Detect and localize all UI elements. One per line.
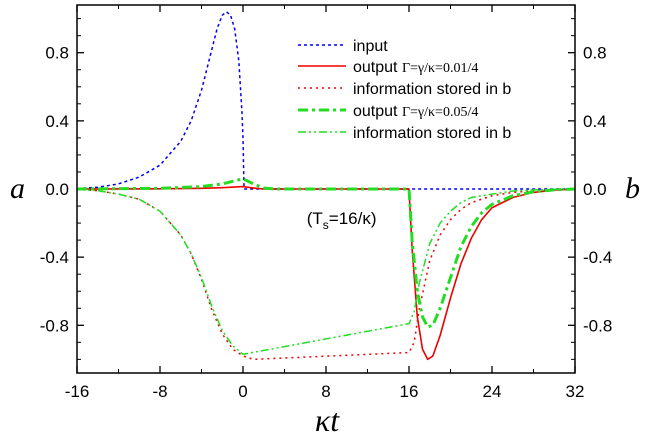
legend-output-2-text: output xyxy=(353,103,398,120)
plot-frame xyxy=(76,4,576,374)
y-tick-label-right: 0.0 xyxy=(583,180,607,199)
series-layer xyxy=(76,11,576,361)
x-tick-label: 24 xyxy=(483,382,502,401)
legend-label-stored-2: information stored in b xyxy=(353,125,511,142)
legend-output-1-param: Γ=γ/κ=0.01/4 xyxy=(402,61,478,76)
y-tick-label-left: -0.4 xyxy=(40,248,69,267)
y-tick-label-right: -0.4 xyxy=(583,248,612,267)
y-axis-label-left: a xyxy=(10,172,25,205)
y-tick-label-left: 0.8 xyxy=(45,44,69,63)
x-tick-label: -8 xyxy=(152,382,167,401)
x-tick-label: 32 xyxy=(566,382,585,401)
legend-output-1-text: output xyxy=(353,59,398,76)
y-tick-label-right: -0.8 xyxy=(583,316,612,335)
tick-labels: -16 -8 0 8 16 24 32 0.8 0.8 0.4 0.4 0.0 0.0 -0.4 -0.4 -… xyxy=(40,44,613,401)
series-line-3 xyxy=(76,177,576,329)
series-line-0 xyxy=(76,11,575,190)
series-line-2 xyxy=(76,188,576,361)
y-tick-label-left: 0.4 xyxy=(45,112,69,131)
legend-label-input: input xyxy=(353,38,388,55)
x-tick-label: 0 xyxy=(238,382,247,401)
y-tick-label-right: 0.8 xyxy=(583,44,607,63)
legend-output-2-param: Γ=γ/κ=0.05/4 xyxy=(402,105,478,120)
annotation-head: (T xyxy=(307,209,323,228)
annotation-ts: (Ts=16/κ) xyxy=(307,209,377,232)
annotation-tail: =16/κ) xyxy=(329,209,377,228)
legend-label-output-1: output Γ=γ/κ=0.01/4 xyxy=(353,59,478,76)
x-tick-label: 8 xyxy=(321,382,330,401)
x-axis-label: κt xyxy=(315,402,340,438)
series-line-1 xyxy=(76,185,576,361)
y-tick-label-left: -0.8 xyxy=(40,316,69,335)
legend-label-stored-1: information stored in b xyxy=(353,81,511,98)
y-tick-label-left: 0.0 xyxy=(45,180,69,199)
legend: input output Γ=γ/κ=0.01/4 information st… xyxy=(298,38,511,142)
legend-label-output-2: output Γ=γ/κ=0.05/4 xyxy=(353,103,478,120)
x-tick-label: 16 xyxy=(400,382,419,401)
series-line-4 xyxy=(76,188,576,356)
annotation-sub: s xyxy=(323,218,329,232)
y-tick-label-right: 0.4 xyxy=(583,112,607,131)
x-tick-label: -16 xyxy=(65,382,90,401)
y-axis-label-right: b xyxy=(625,172,640,205)
